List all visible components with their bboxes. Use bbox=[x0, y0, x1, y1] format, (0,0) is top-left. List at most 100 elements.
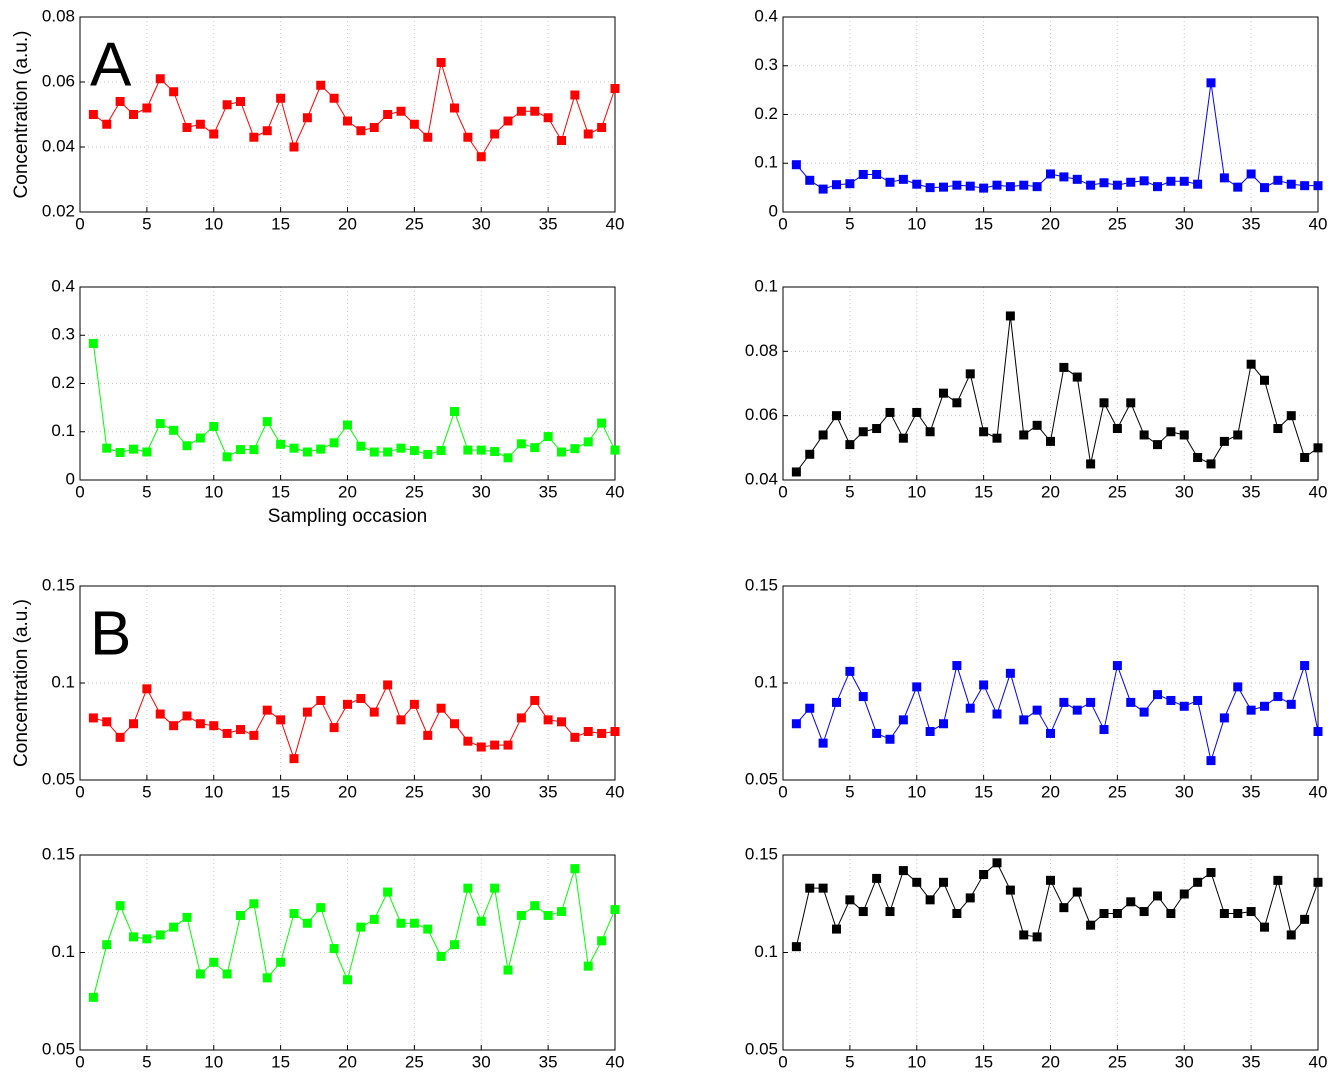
x-tick-label: 5 bbox=[142, 1052, 151, 1071]
data-marker bbox=[289, 909, 299, 918]
x-tick-label: 40 bbox=[606, 782, 625, 801]
data-marker bbox=[1246, 907, 1256, 917]
data-marker bbox=[222, 100, 232, 110]
data-marker bbox=[516, 910, 526, 920]
data-marker bbox=[610, 727, 620, 736]
data-marker bbox=[88, 338, 98, 348]
data-marker bbox=[409, 446, 419, 456]
data-marker bbox=[262, 126, 272, 136]
y-tick-label: 0.08 bbox=[42, 6, 75, 25]
data-marker bbox=[1059, 697, 1069, 707]
data-marker bbox=[610, 905, 620, 915]
data-marker bbox=[939, 182, 948, 192]
data-marker bbox=[543, 432, 553, 442]
data-marker bbox=[423, 924, 433, 934]
data-marker bbox=[898, 866, 908, 876]
data-marker bbox=[316, 695, 326, 705]
x-tick-label: 35 bbox=[1242, 1052, 1261, 1071]
x-tick-label: 30 bbox=[472, 482, 491, 501]
x-tick-label: 20 bbox=[338, 214, 357, 233]
data-marker bbox=[222, 969, 232, 979]
data-line bbox=[93, 683, 616, 761]
x-tick-label: 10 bbox=[204, 1052, 223, 1071]
data-marker bbox=[570, 732, 580, 742]
data-marker bbox=[898, 715, 908, 725]
data-marker bbox=[1273, 424, 1283, 434]
data-marker bbox=[1032, 182, 1042, 192]
data-marker bbox=[858, 427, 868, 437]
data-marker bbox=[1139, 707, 1149, 717]
axes-box bbox=[79, 16, 616, 213]
x-tick-label: 0 bbox=[75, 1052, 84, 1071]
y-tick-label: 0.15 bbox=[745, 575, 778, 594]
data-marker bbox=[965, 181, 975, 191]
data-marker bbox=[1206, 459, 1216, 469]
data-marker bbox=[1099, 398, 1109, 408]
data-marker bbox=[503, 965, 513, 975]
x-tick-label: 20 bbox=[1041, 482, 1060, 501]
data-marker bbox=[316, 444, 326, 454]
data-marker bbox=[925, 727, 935, 736]
data-marker bbox=[1072, 174, 1082, 184]
data-marker bbox=[791, 160, 801, 170]
data-marker bbox=[155, 930, 165, 940]
data-marker bbox=[450, 940, 459, 950]
data-marker bbox=[195, 969, 205, 979]
x-tick-label: 5 bbox=[142, 782, 151, 801]
data-marker bbox=[356, 441, 366, 451]
x-tick-label: 30 bbox=[472, 1052, 491, 1071]
panel: 0 5 10 15 20 25 30 35 40 0.05 0.1 0.15 bbox=[42, 844, 625, 1071]
y-tick-label: 0.1 bbox=[51, 421, 75, 440]
x-tick-label: 30 bbox=[472, 214, 491, 233]
data-marker bbox=[450, 103, 459, 113]
data-marker bbox=[276, 715, 286, 725]
panel: 0 5 10 15 20 25 30 35 40 0.02 0.04 0.06 0.08 A Concent… bbox=[11, 6, 624, 233]
data-marker bbox=[249, 899, 259, 909]
y-tick-label: 0.04 bbox=[42, 136, 75, 155]
x-tick-label: 35 bbox=[539, 482, 558, 501]
x-tick-label: 30 bbox=[1175, 482, 1194, 501]
data-marker bbox=[182, 711, 192, 721]
data-marker bbox=[262, 973, 272, 983]
y-tick-label: 0.1 bbox=[754, 942, 778, 961]
data-marker bbox=[583, 727, 593, 736]
data-marker bbox=[805, 883, 815, 893]
data-marker bbox=[1179, 889, 1189, 899]
x-tick-label: 5 bbox=[142, 214, 151, 233]
data-marker bbox=[1059, 903, 1069, 913]
data-marker bbox=[316, 903, 326, 913]
data-marker bbox=[832, 180, 841, 190]
data-marker bbox=[530, 695, 540, 705]
data-marker bbox=[1219, 713, 1229, 723]
y-tick-label: 0.2 bbox=[754, 104, 778, 123]
x-tick-label: 25 bbox=[1108, 482, 1127, 501]
data-marker bbox=[1019, 930, 1029, 940]
data-marker bbox=[155, 74, 165, 84]
y-tick-label: 0.1 bbox=[754, 153, 778, 172]
data-marker bbox=[155, 709, 165, 719]
data-marker bbox=[543, 113, 553, 123]
data-line bbox=[92, 868, 616, 998]
data-marker bbox=[1246, 359, 1256, 369]
data-marker bbox=[570, 864, 580, 874]
data-marker bbox=[557, 447, 566, 457]
data-marker bbox=[396, 918, 406, 928]
data-marker bbox=[1139, 176, 1149, 186]
data-marker bbox=[369, 123, 379, 132]
data-marker bbox=[1273, 875, 1283, 885]
data-marker bbox=[195, 119, 205, 129]
data-marker bbox=[1286, 179, 1296, 189]
data-marker bbox=[129, 444, 138, 454]
y-tick-label: 0.2 bbox=[51, 373, 75, 392]
data-marker bbox=[476, 916, 486, 926]
axes-box bbox=[782, 286, 1319, 481]
y-tick-label: 0.15 bbox=[745, 844, 778, 863]
data-marker bbox=[1005, 182, 1015, 192]
data-marker bbox=[88, 110, 98, 119]
y-tick-label: 0.1 bbox=[51, 942, 75, 961]
panel: 0 5 10 15 20 25 30 35 40 0 0.1 0.2 0.3 0.4 Sampling oc… bbox=[51, 276, 624, 527]
data-marker bbox=[557, 717, 566, 727]
data-marker bbox=[1005, 885, 1015, 895]
data-marker bbox=[1112, 424, 1122, 434]
data-marker bbox=[88, 713, 98, 723]
